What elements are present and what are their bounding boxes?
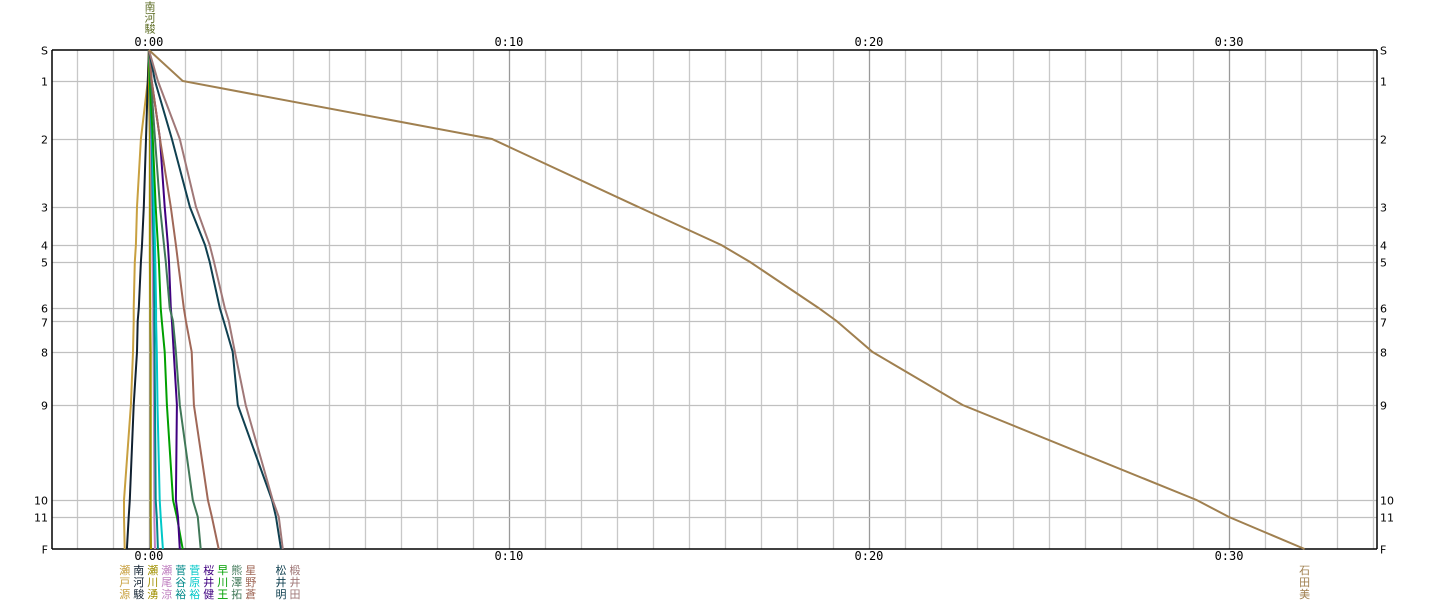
control-label-right: 6	[1380, 303, 1387, 316]
control-label-left: F	[42, 544, 48, 557]
control-label-left: 6	[41, 303, 48, 316]
control-label-right: 8	[1380, 347, 1387, 360]
control-label-right: 3	[1380, 202, 1387, 215]
series-line	[123, 49, 150, 550]
control-label-right: 4	[1380, 240, 1387, 253]
runner-name-label: 美	[1299, 588, 1310, 600]
control-label-right: F	[1380, 544, 1386, 557]
runner-name-label: 涼	[161, 587, 172, 600]
x-tick-label-top: 0:00	[134, 35, 163, 49]
x-tick-label-top: 0:30	[1215, 35, 1244, 49]
runner-name-label: 田	[289, 588, 300, 600]
series-line	[125, 49, 150, 550]
runner-name-label: 裕	[175, 588, 186, 600]
x-tick-label-bottom: 0:10	[494, 549, 523, 563]
control-label-left: 4	[41, 240, 48, 253]
runner-name-label: 瀬	[119, 563, 130, 577]
control-label-left: S	[41, 45, 48, 58]
runner-name-label: 蒼	[245, 588, 256, 600]
runner-name-label: 熊	[231, 563, 242, 577]
control-label-left: 9	[41, 400, 48, 413]
runner-name-label: 椴	[289, 563, 300, 577]
control-label-left: 8	[41, 347, 48, 360]
runner-name-label: 源	[119, 587, 130, 600]
runner-name-label: 早	[217, 564, 228, 577]
runner-name-label: 井	[289, 575, 300, 589]
runner-name-label: 拓	[231, 587, 242, 600]
runner-name-label: 戸	[119, 576, 130, 589]
runner-name-label: 谷	[175, 576, 186, 589]
control-label-right: 11	[1380, 512, 1394, 525]
runner-name-label: 湧	[147, 588, 158, 600]
control-label-right: S	[1380, 45, 1387, 58]
runner-name-label: 裕	[189, 588, 200, 600]
series-line	[147, 49, 202, 550]
runner-name-label: 川	[147, 576, 158, 589]
runner-name-label: 菅	[189, 564, 200, 577]
series-line	[147, 49, 284, 550]
x-tick-label-bottom: 0:00	[134, 549, 163, 563]
x-tick-label-bottom: 0:20	[855, 549, 884, 563]
runner-name-label: 王	[217, 588, 228, 600]
runner-name-label: 石	[1299, 564, 1310, 577]
start-runner-label: 南河駿	[143, 1, 156, 34]
runner-name-label: 野	[245, 576, 256, 589]
control-label-right: 7	[1380, 317, 1387, 330]
control-label-left: 1	[41, 76, 48, 89]
series-line	[147, 49, 220, 550]
runner-name-label: 桜	[203, 563, 214, 577]
runner-name-label: 瀬	[147, 563, 158, 577]
control-label-right: 9	[1380, 400, 1387, 413]
runner-name-label: 井	[275, 575, 286, 589]
runner-name-label: 駿	[133, 587, 144, 600]
control-label-left: 11	[34, 512, 48, 525]
runner-name-label: 松	[275, 563, 286, 577]
control-label-right: 1	[1380, 76, 1387, 89]
runner-name-label: 健	[203, 588, 214, 600]
x-tick-label-bottom: 0:30	[1215, 549, 1244, 563]
control-label-left: 7	[41, 317, 48, 330]
control-label-right: 5	[1380, 257, 1387, 270]
x-tick-label-top: 0:10	[494, 35, 523, 49]
runner-name-label: 河	[133, 576, 144, 589]
control-label-right: 10	[1380, 495, 1394, 508]
runner-name-label: 原	[189, 576, 200, 589]
runner-name-label: 井	[203, 575, 214, 589]
series-line	[147, 50, 152, 550]
series-line	[147, 49, 184, 550]
series-line	[148, 49, 1305, 550]
runner-name-label: 澤	[231, 576, 242, 589]
runner-name-label: 尾	[161, 576, 172, 589]
control-label-left: 3	[41, 202, 48, 215]
runner-name-label: 瀬	[161, 563, 172, 577]
runner-name-label: 星	[245, 564, 256, 577]
control-label-left: 10	[34, 495, 48, 508]
runner-name-label: 田	[1299, 576, 1310, 589]
runner-name-label: 菅	[175, 564, 186, 577]
control-label-left: 2	[41, 134, 48, 147]
control-label-right: 2	[1380, 134, 1387, 147]
runner-name-label: 川	[217, 576, 228, 589]
runner-name-label: 南	[133, 564, 144, 577]
x-tick-label-top: 0:20	[855, 35, 884, 49]
runner-name-label: 明	[275, 588, 286, 600]
control-label-left: 5	[41, 257, 48, 270]
